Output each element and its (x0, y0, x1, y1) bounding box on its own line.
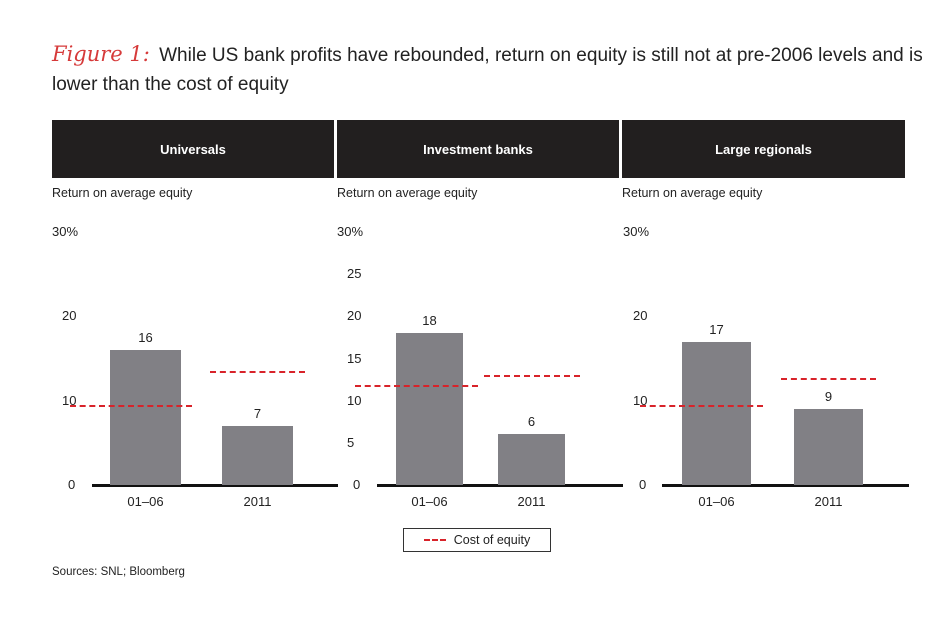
figure-label: Figure 1: (52, 42, 150, 66)
x-axis-baseline (92, 484, 338, 487)
y-tick-label: 30% (623, 224, 650, 239)
bar-value-label: 7 (253, 405, 262, 421)
bar (682, 341, 751, 485)
y-tick-label: 20 (347, 308, 362, 324)
panel-header: Universals (52, 120, 334, 178)
x-tick-label: 01–06 (411, 494, 448, 509)
x-axis-baseline (377, 484, 623, 487)
bar-value-label: 6 (527, 414, 536, 430)
panel-header: Large regionals (622, 120, 905, 178)
cost-of-equity-swatch (423, 539, 446, 541)
bar-value-label: 18 (422, 313, 437, 329)
y-tick-label: 0 (68, 477, 76, 492)
bar-value-label: 17 (709, 321, 724, 337)
cost-of-equity-line (70, 404, 192, 407)
y-tick-label: 25 (347, 266, 362, 282)
y-tick-label: 5 (347, 434, 355, 450)
bar (794, 409, 863, 485)
y-tick-label: 10 (347, 392, 362, 408)
bar (222, 425, 293, 485)
x-tick-label: 2011 (517, 494, 546, 509)
cost-of-equity-line (355, 385, 478, 388)
bar (396, 333, 463, 485)
bar-value-label: 16 (138, 330, 153, 346)
cost-of-equity-line (210, 371, 305, 374)
bar (110, 350, 181, 485)
source-note: Sources: SNL; Bloomberg (52, 566, 185, 578)
y-tick-label: 30% (337, 224, 364, 239)
bar-value-label: 9 (824, 389, 833, 405)
y-tick-label: 0 (353, 477, 361, 492)
y-axis-label: Return on average equity (622, 186, 763, 200)
y-axis-label: Return on average equity (337, 186, 478, 200)
y-tick-label: 15 (347, 350, 362, 366)
y-tick-label: 30% (52, 224, 79, 239)
figure-title: Figure 1: While US bank profits have reb… (52, 40, 932, 99)
cost-of-equity-line (484, 375, 580, 378)
y-tick-label: 10 (62, 392, 77, 408)
legend-label: Cost of equity (453, 533, 531, 547)
bar (498, 434, 565, 485)
y-tick-label: 20 (633, 308, 648, 324)
x-tick-label: 01–06 (127, 494, 164, 509)
x-tick-label: 01–06 (698, 494, 735, 509)
cost-of-equity-line (781, 377, 876, 380)
x-tick-label: 2011 (243, 494, 272, 509)
y-tick-label: 20 (62, 308, 77, 324)
x-tick-label: 2011 (814, 494, 843, 509)
y-axis-label: Return on average equity (52, 186, 193, 200)
y-tick-label: 10 (633, 392, 648, 408)
panel-header: Investment banks (337, 120, 619, 178)
legend: Cost of equity (403, 528, 551, 552)
x-axis-baseline (662, 484, 909, 487)
figure-title-text: While US bank profits have rebounded, re… (52, 45, 923, 95)
cost-of-equity-line (640, 404, 763, 407)
y-tick-label: 0 (639, 477, 647, 492)
